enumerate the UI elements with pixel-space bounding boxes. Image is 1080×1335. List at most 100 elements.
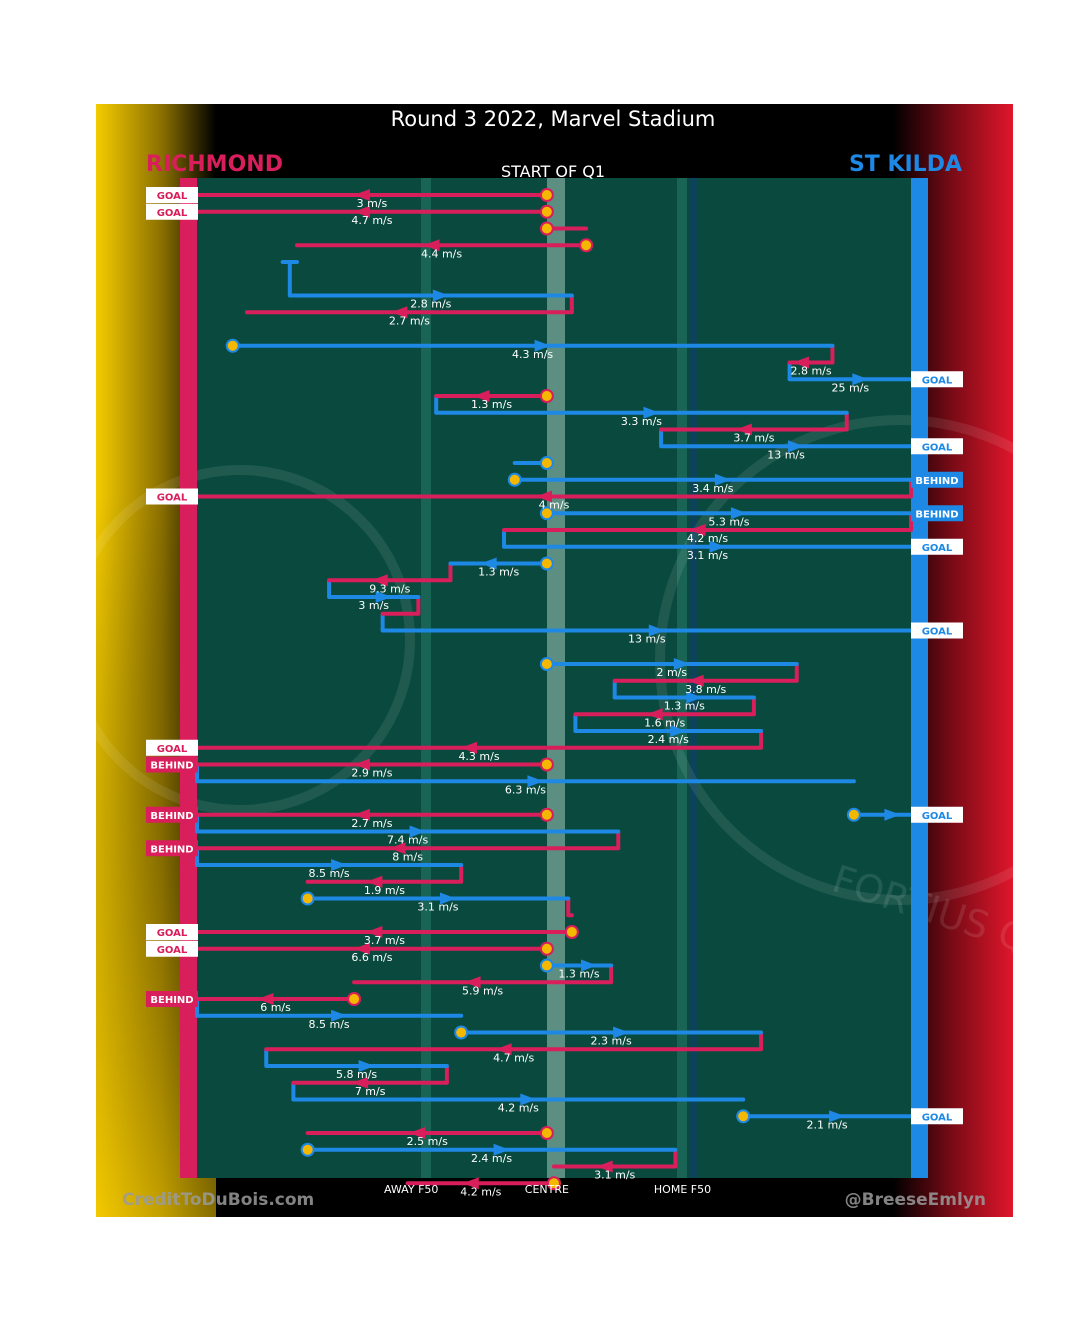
outcome-badge-52 [911, 1108, 963, 1125]
chain-arrow-9 [852, 373, 869, 386]
chain-arrow-31 [353, 758, 370, 771]
speed-label-13: 13 m/s [767, 448, 805, 461]
chain-arrow-34 [353, 808, 370, 821]
left-team-name: RICHMOND [146, 152, 283, 177]
chain-arrow-16 [536, 490, 552, 503]
outcome-badge-17 [911, 505, 963, 522]
speed-label-32: 6.3 m/s [505, 783, 546, 796]
outcome-badge-0 [146, 187, 198, 203]
speed-label-45: 6 m/s [260, 1001, 291, 1014]
speed-label-39: 3.1 m/s [417, 901, 458, 914]
right-team-name: ST KILDA [849, 152, 962, 177]
speed-label-17: 5.3 m/s [708, 515, 749, 528]
ball-marker-20 [539, 556, 554, 571]
ball-marker-43 [539, 958, 554, 973]
outcome-label-52: GOAL [922, 1112, 953, 1123]
outcome-badge-19 [911, 538, 963, 555]
chain-arrow-29 [670, 725, 687, 737]
speed-label-25: 2 m/s [656, 666, 687, 679]
speed-label-56: 4.2 m/s [460, 1185, 501, 1198]
outcome-label-36: BEHIND [150, 844, 193, 855]
chain-arrow-56 [462, 1177, 479, 1190]
outcome-label-0: GOAL [157, 191, 188, 202]
outcome-label-41: GOAL [157, 928, 188, 939]
ball-marker-47 [454, 1025, 469, 1040]
speed-label-38: 1.9 m/s [364, 884, 405, 897]
stkilda-bar [911, 178, 928, 1178]
ball-marker-52 [736, 1109, 751, 1124]
speed-label-30: 4.3 m/s [458, 750, 499, 763]
chain-arrow-48 [495, 1043, 512, 1056]
outcome-badge-36 [146, 840, 198, 857]
speed-label-43: 1.3 m/s [558, 968, 599, 981]
chain-arrow-32 [527, 775, 544, 788]
chain-arrow-7 [534, 339, 551, 352]
chain-arrow-22 [375, 591, 392, 603]
outcome-badge-24 [911, 622, 963, 639]
chain-arrow-38 [366, 875, 383, 888]
speed-label-26: 3.8 m/s [685, 683, 726, 696]
speed-label-22: 3 m/s [358, 599, 389, 612]
speed-label-50: 7 m/s [355, 1085, 386, 1098]
outcome-label-16: GOAL [157, 493, 188, 504]
footer-left-credit: CreditToDuBois.com [122, 1190, 314, 1210]
speed-label-31: 2.9 m/s [351, 767, 392, 780]
ball-marker-10 [539, 389, 554, 403]
watermark-emblems [65, 415, 1080, 905]
outcome-label-34: BEHIND [150, 811, 193, 822]
speed-label-12: 3.7 m/s [733, 432, 774, 445]
speed-label-7: 4.3 m/s [512, 348, 553, 361]
outcome-badges-layer: GOAL GOAL GOAL GOAL BEHIND GOAL BEHIND GOAL GOAL… [146, 187, 963, 1125]
chain-arrow-3 [423, 239, 440, 252]
ball-marker-54 [300, 1142, 315, 1157]
ball-marker-0 [539, 188, 554, 202]
chain-arrow-52 [829, 1110, 846, 1123]
richmond-bar [180, 178, 197, 1178]
speed-label-24: 13 m/s [628, 633, 666, 646]
chain-arrow-25 [673, 658, 690, 670]
chain-arrow-39 [439, 892, 456, 905]
outcome-badge-34 [146, 806, 198, 823]
chain-arrow-50 [352, 1076, 369, 1089]
speed-label-35: 7.4 m/s [387, 834, 428, 847]
chain-arrow-47 [613, 1026, 630, 1039]
chain-arrow-28 [646, 708, 663, 721]
speed-label-48: 4.7 m/s [493, 1051, 534, 1064]
speed-label-10: 1.3 m/s [471, 398, 512, 411]
chain-arrow-49 [358, 1060, 375, 1072]
x-tick-labels: AWAY F50 CENTRE HOME F50 [384, 1183, 711, 1196]
chain-arrow-15 [714, 473, 731, 486]
outcome-badge-31 [146, 756, 198, 773]
x-tick-label-0: AWAY F50 [384, 1183, 438, 1196]
speed-label-8: 2.8 m/s [790, 365, 831, 378]
chain-arrow-20 [480, 557, 497, 570]
speed-label-27: 1.3 m/s [664, 700, 705, 713]
speed-label-29: 2.4 m/s [648, 733, 689, 746]
outcome-badge-45 [146, 991, 198, 1007]
ball-marker-7 [225, 338, 240, 353]
chain-arrow-55 [596, 1160, 613, 1173]
ball-marker-53 [539, 1126, 554, 1140]
speed-label-16: 4 m/s [539, 499, 570, 512]
speed-label-0: 3 m/s [357, 197, 388, 210]
speed-label-34: 2.7 m/s [351, 817, 392, 830]
home-f50-line-2 [689, 178, 697, 1178]
chain-arrow-45 [257, 993, 274, 1005]
chain-arrow-17 [730, 507, 747, 520]
ball-marker-34 [539, 807, 554, 822]
chain-arrow-26 [687, 674, 704, 687]
speed-label-36: 8 m/s [392, 850, 423, 863]
ball-marker-41 [564, 925, 579, 939]
chain-arrow-8 [793, 356, 810, 369]
away-f50-line [421, 178, 431, 1178]
outcome-badge-15 [911, 471, 963, 488]
chain-arrow-43 [580, 959, 597, 972]
ball-marker-2 [539, 221, 554, 236]
outcome-badge-16 [146, 488, 198, 505]
ball-marker-17 [539, 506, 554, 521]
speed-label-52: 2.1 m/s [807, 1118, 848, 1131]
outcome-badge-42 [146, 940, 198, 957]
balls-layer [225, 188, 861, 1191]
speed-label-55: 3.1 m/s [594, 1169, 635, 1182]
